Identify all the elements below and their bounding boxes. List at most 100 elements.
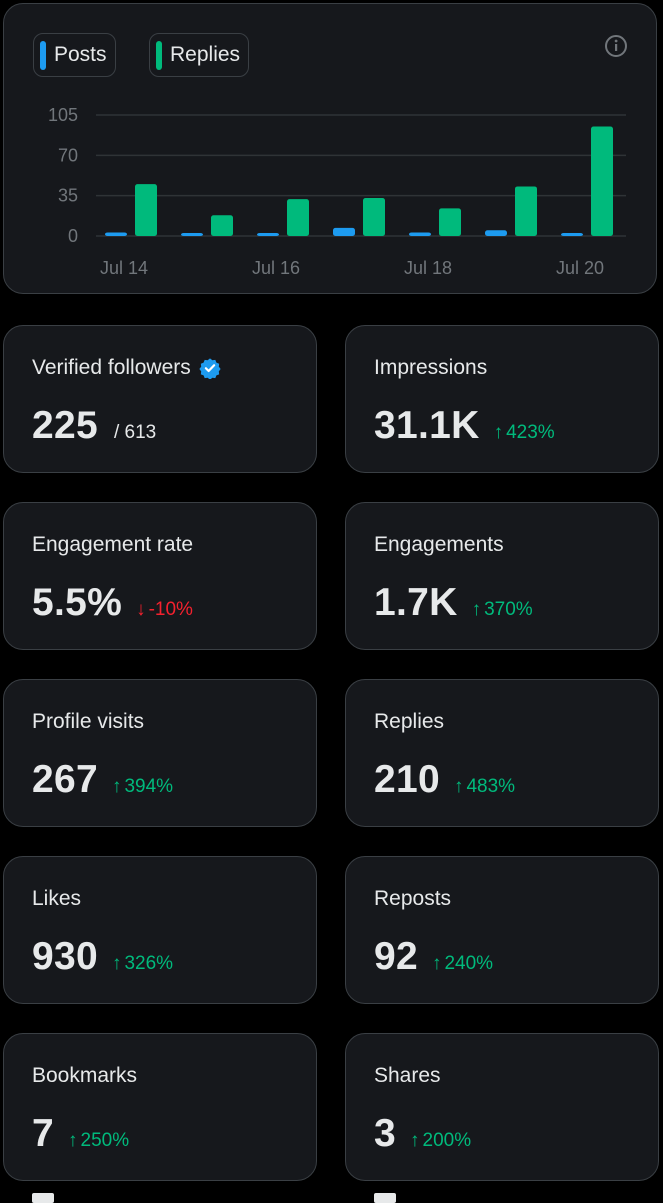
bar-replies-1[interactable] (211, 215, 233, 236)
metric-value: 31.1K (374, 404, 480, 447)
metric-change: ↑ 200% (410, 1130, 471, 1152)
bar-posts-5[interactable] (485, 230, 507, 236)
metric-label-text: Replies (374, 710, 445, 733)
x-tick-label: Jul 16 (252, 258, 300, 278)
posts-swatch (40, 40, 46, 70)
metric-change: ↑ 423% (494, 422, 555, 444)
metric-change: ↑ 326% (112, 953, 173, 975)
metric-card-engagements[interactable]: Engagements 1.7K ↑ 370% (345, 502, 659, 650)
metric-value: 1.7K (374, 581, 458, 624)
metric-label: Engagements (374, 533, 504, 557)
metric-value-row: 31.1K ↑ 423% (374, 404, 555, 448)
x-tick-label: Jul 20 (556, 258, 604, 278)
metric-value-row: 5.5% ↓ -10% (32, 581, 193, 625)
metric-label: Bookmarks (32, 1064, 137, 1088)
legend-label-posts: Posts (54, 43, 107, 66)
metric-value-row: 7 ↑ 250% (32, 1112, 129, 1156)
y-tick-label: 105 (48, 105, 78, 125)
metric-change: ↑ 250% (68, 1130, 129, 1152)
metric-label: Profile visits (32, 710, 144, 734)
metric-card-likes[interactable]: Likes 930 ↑ 326% (3, 856, 317, 1004)
legend-toggle-posts[interactable]: Posts (33, 33, 116, 77)
activity-chart-card: Posts Replies 105 70 35 0 Jul 14 Jul 16 Jul 18… (3, 3, 657, 294)
y-tick-label: 70 (58, 145, 78, 165)
metric-label: Reposts (374, 887, 451, 911)
next-card-partial-left (32, 1193, 54, 1203)
bar-replies-4[interactable] (439, 208, 461, 236)
x-tick-label: Jul 18 (404, 258, 452, 278)
metric-label-text: Likes (32, 887, 82, 910)
metric-label: Impressions (374, 356, 487, 380)
metric-change-percent: 200% (422, 1130, 472, 1151)
metric-change: ↑ 394% (112, 776, 173, 798)
bar-replies-0[interactable] (135, 184, 157, 236)
bar-replies-6[interactable] (591, 126, 613, 236)
metric-card-reposts[interactable]: Reposts 92 ↑ 240% (345, 856, 659, 1004)
metric-value: 3 (374, 1112, 396, 1155)
metric-change-percent: -10% (148, 599, 193, 620)
bar-posts-6[interactable] (561, 233, 583, 236)
metric-card-replies[interactable]: Replies 210 ↑ 483% (345, 679, 659, 827)
bar-chart: 105 70 35 0 Jul 14 Jul 16 Jul 18 Jul 20 (48, 105, 626, 278)
verified-badge-icon (199, 358, 221, 379)
metric-label-text: Verified followers (32, 356, 191, 379)
metric-value: 5.5% (32, 581, 123, 624)
bar-posts-4[interactable] (409, 232, 431, 236)
replies-swatch (156, 40, 162, 70)
legend-toggle-replies[interactable]: Replies (149, 33, 250, 77)
metric-value: 930 (32, 935, 98, 978)
metric-label-text: Impressions (374, 356, 488, 379)
metric-card-profile-visits[interactable]: Profile visits 267 ↑ 394% (3, 679, 317, 827)
metric-change-percent: 240% (444, 953, 494, 974)
metric-label-text: Engagements (374, 533, 504, 556)
info-icon[interactable] (604, 34, 628, 58)
metric-change-percent: 326% (124, 953, 174, 974)
metric-label: Replies (374, 710, 444, 734)
bar-replies-2[interactable] (287, 199, 309, 236)
metric-change-percent: 423% (506, 422, 555, 443)
metric-value-row: 1.7K ↑ 370% (374, 581, 533, 625)
arrow-up-icon: ↑ (111, 776, 122, 797)
arrow-up-icon: ↑ (453, 776, 464, 797)
metric-change-percent: 370% (484, 599, 533, 620)
metric-label: Likes (32, 887, 81, 911)
metric-label-text: Engagement rate (32, 533, 194, 556)
bar-replies-5[interactable] (515, 186, 537, 236)
metric-value: 225 (32, 404, 98, 447)
metric-card-verified-followers[interactable]: Verified followers 225 / 613 (3, 325, 317, 473)
metric-change: ↑ 370% (472, 599, 533, 621)
metric-value-row: 930 ↑ 326% (32, 935, 173, 979)
arrow-up-icon: ↑ (471, 599, 482, 620)
metric-change-percent: 250% (80, 1130, 130, 1151)
arrow-up-icon: ↑ (111, 953, 122, 974)
metric-value-row: 210 ↑ 483% (374, 758, 515, 802)
metric-value: 267 (32, 758, 98, 801)
metric-card-shares[interactable]: Shares 3 ↑ 200% (345, 1033, 659, 1181)
metric-change: ↓ -10% (136, 599, 193, 621)
metric-value: 210 (374, 758, 440, 801)
metric-change: ↑ 483% (454, 776, 515, 798)
bar-posts-3[interactable] (333, 227, 355, 236)
bar-replies-3[interactable] (363, 197, 385, 236)
bar-posts-2[interactable] (257, 233, 279, 236)
metric-card-engagement-rate[interactable]: Engagement rate 5.5% ↓ -10% (3, 502, 317, 650)
y-tick-label: 35 (58, 186, 78, 206)
legend-label-replies: Replies (170, 43, 241, 66)
metric-total: / 613 (113, 422, 157, 443)
metric-change: ↑ 240% (432, 953, 493, 975)
bar-posts-0[interactable] (105, 232, 127, 236)
metric-label: Engagement rate (32, 533, 193, 557)
arrow-down-icon: ↓ (136, 599, 146, 620)
metric-value: 7 (32, 1112, 54, 1155)
metric-change-percent: 394% (124, 776, 174, 797)
metric-label: Shares (374, 1064, 441, 1088)
arrow-up-icon: ↑ (410, 1130, 420, 1151)
metric-value-row: 92 ↑ 240% (374, 935, 493, 979)
metric-label-text: Profile visits (32, 710, 145, 733)
metric-value-row: 267 ↑ 394% (32, 758, 173, 802)
bar-posts-1[interactable] (181, 233, 203, 236)
metric-card-bookmarks[interactable]: Bookmarks 7 ↑ 250% (3, 1033, 317, 1181)
metric-change-percent: 483% (466, 776, 516, 797)
metric-card-impressions[interactable]: Impressions 31.1K ↑ 423% (345, 325, 659, 473)
metric-label: Verified followers (32, 356, 221, 380)
